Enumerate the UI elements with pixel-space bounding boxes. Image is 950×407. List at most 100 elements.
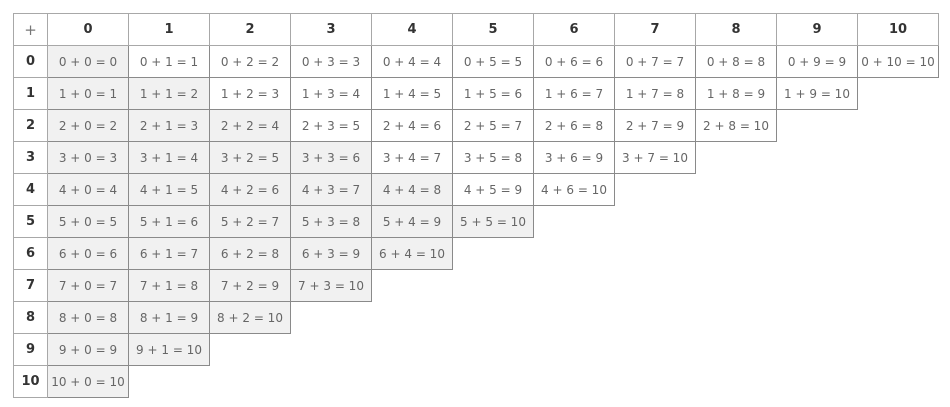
sum-cell: 5 + 2 = 7 bbox=[209, 205, 291, 238]
empty-cell bbox=[129, 366, 210, 398]
column-header: 8 bbox=[695, 13, 777, 46]
sum-cell: 0 + 5 = 5 bbox=[452, 45, 534, 78]
sum-cell: 5 + 0 = 5 bbox=[47, 205, 129, 238]
empty-cell bbox=[291, 302, 372, 334]
sum-cell: 2 + 3 = 5 bbox=[290, 109, 372, 142]
empty-cell bbox=[210, 366, 291, 398]
sum-cell: 1 + 0 = 1 bbox=[47, 77, 129, 110]
column-header: 5 bbox=[452, 13, 534, 46]
row-header: 1 bbox=[13, 77, 48, 110]
sum-cell: 8 + 2 = 10 bbox=[209, 301, 291, 334]
empty-cell bbox=[615, 238, 696, 270]
row-header: 4 bbox=[13, 173, 48, 206]
empty-cell bbox=[777, 110, 858, 142]
column-header: 0 bbox=[47, 13, 129, 46]
sum-cell: 1 + 8 = 9 bbox=[695, 77, 777, 110]
sum-cell: 7 + 1 = 8 bbox=[128, 269, 210, 302]
column-header: 3 bbox=[290, 13, 372, 46]
empty-cell bbox=[372, 302, 453, 334]
empty-cell bbox=[858, 142, 939, 174]
sum-cell: 0 + 0 = 0 bbox=[47, 45, 129, 78]
sum-cell: 4 + 1 = 5 bbox=[128, 173, 210, 206]
sum-cell: 0 + 9 = 9 bbox=[776, 45, 858, 78]
column-header: 4 bbox=[371, 13, 453, 46]
empty-cell bbox=[696, 174, 777, 206]
sum-cell: 0 + 8 = 8 bbox=[695, 45, 777, 78]
sum-cell: 1 + 1 = 2 bbox=[128, 77, 210, 110]
sum-cell: 0 + 10 = 10 bbox=[857, 45, 939, 78]
empty-cell bbox=[858, 174, 939, 206]
sum-cell: 4 + 4 = 8 bbox=[371, 173, 453, 206]
column-header: 6 bbox=[533, 13, 615, 46]
column-header: 1 bbox=[128, 13, 210, 46]
sum-cell: 2 + 0 = 2 bbox=[47, 109, 129, 142]
empty-cell bbox=[534, 366, 615, 398]
empty-cell bbox=[696, 238, 777, 270]
empty-cell bbox=[291, 366, 372, 398]
sum-cell: 1 + 6 = 7 bbox=[533, 77, 615, 110]
sum-cell: 5 + 4 = 9 bbox=[371, 205, 453, 238]
column-header: 10 bbox=[857, 13, 939, 46]
sum-cell: 4 + 5 = 9 bbox=[452, 173, 534, 206]
sum-cell: 7 + 2 = 9 bbox=[209, 269, 291, 302]
corner-plus-sign: + bbox=[13, 13, 48, 46]
empty-cell bbox=[534, 270, 615, 302]
column-header: 2 bbox=[209, 13, 291, 46]
empty-cell bbox=[696, 270, 777, 302]
sum-cell: 0 + 2 = 2 bbox=[209, 45, 291, 78]
sum-cell: 3 + 4 = 7 bbox=[371, 141, 453, 174]
sum-cell: 1 + 7 = 8 bbox=[614, 77, 696, 110]
sum-cell: 1 + 9 = 10 bbox=[776, 77, 858, 110]
sum-cell: 6 + 1 = 7 bbox=[128, 237, 210, 270]
row-header: 10 bbox=[13, 365, 48, 398]
sum-cell: 9 + 0 = 9 bbox=[47, 333, 129, 366]
sum-cell: 1 + 5 = 6 bbox=[452, 77, 534, 110]
empty-cell bbox=[777, 174, 858, 206]
sum-cell: 3 + 0 = 3 bbox=[47, 141, 129, 174]
empty-cell bbox=[453, 270, 534, 302]
empty-cell bbox=[615, 334, 696, 366]
sum-cell: 6 + 2 = 8 bbox=[209, 237, 291, 270]
sum-cell: 1 + 4 = 5 bbox=[371, 77, 453, 110]
empty-cell bbox=[372, 366, 453, 398]
empty-cell bbox=[534, 206, 615, 238]
sum-cell: 2 + 4 = 6 bbox=[371, 109, 453, 142]
sum-cell: 0 + 3 = 3 bbox=[290, 45, 372, 78]
sum-cell: 0 + 6 = 6 bbox=[533, 45, 615, 78]
sum-cell: 1 + 3 = 4 bbox=[290, 77, 372, 110]
empty-cell bbox=[777, 238, 858, 270]
sum-cell: 0 + 1 = 1 bbox=[128, 45, 210, 78]
empty-cell bbox=[372, 270, 453, 302]
empty-cell bbox=[615, 270, 696, 302]
row-header: 3 bbox=[13, 141, 48, 174]
row-header: 8 bbox=[13, 301, 48, 334]
column-header: 9 bbox=[776, 13, 858, 46]
row-header: 6 bbox=[13, 237, 48, 270]
empty-cell bbox=[777, 302, 858, 334]
sum-cell: 0 + 7 = 7 bbox=[614, 45, 696, 78]
empty-cell bbox=[777, 334, 858, 366]
sum-cell: 2 + 2 = 4 bbox=[209, 109, 291, 142]
sum-cell: 7 + 0 = 7 bbox=[47, 269, 129, 302]
empty-cell bbox=[858, 366, 939, 398]
row-header: 2 bbox=[13, 109, 48, 142]
sum-cell: 2 + 7 = 9 bbox=[614, 109, 696, 142]
sum-cell: 7 + 3 = 10 bbox=[290, 269, 372, 302]
sum-cell: 3 + 5 = 8 bbox=[452, 141, 534, 174]
empty-cell bbox=[534, 302, 615, 334]
sum-cell: 2 + 1 = 3 bbox=[128, 109, 210, 142]
sum-cell: 5 + 1 = 6 bbox=[128, 205, 210, 238]
empty-cell bbox=[777, 366, 858, 398]
empty-cell bbox=[858, 78, 939, 110]
sum-cell: 8 + 1 = 9 bbox=[128, 301, 210, 334]
empty-cell bbox=[858, 110, 939, 142]
empty-cell bbox=[615, 366, 696, 398]
sum-cell: 3 + 1 = 4 bbox=[128, 141, 210, 174]
